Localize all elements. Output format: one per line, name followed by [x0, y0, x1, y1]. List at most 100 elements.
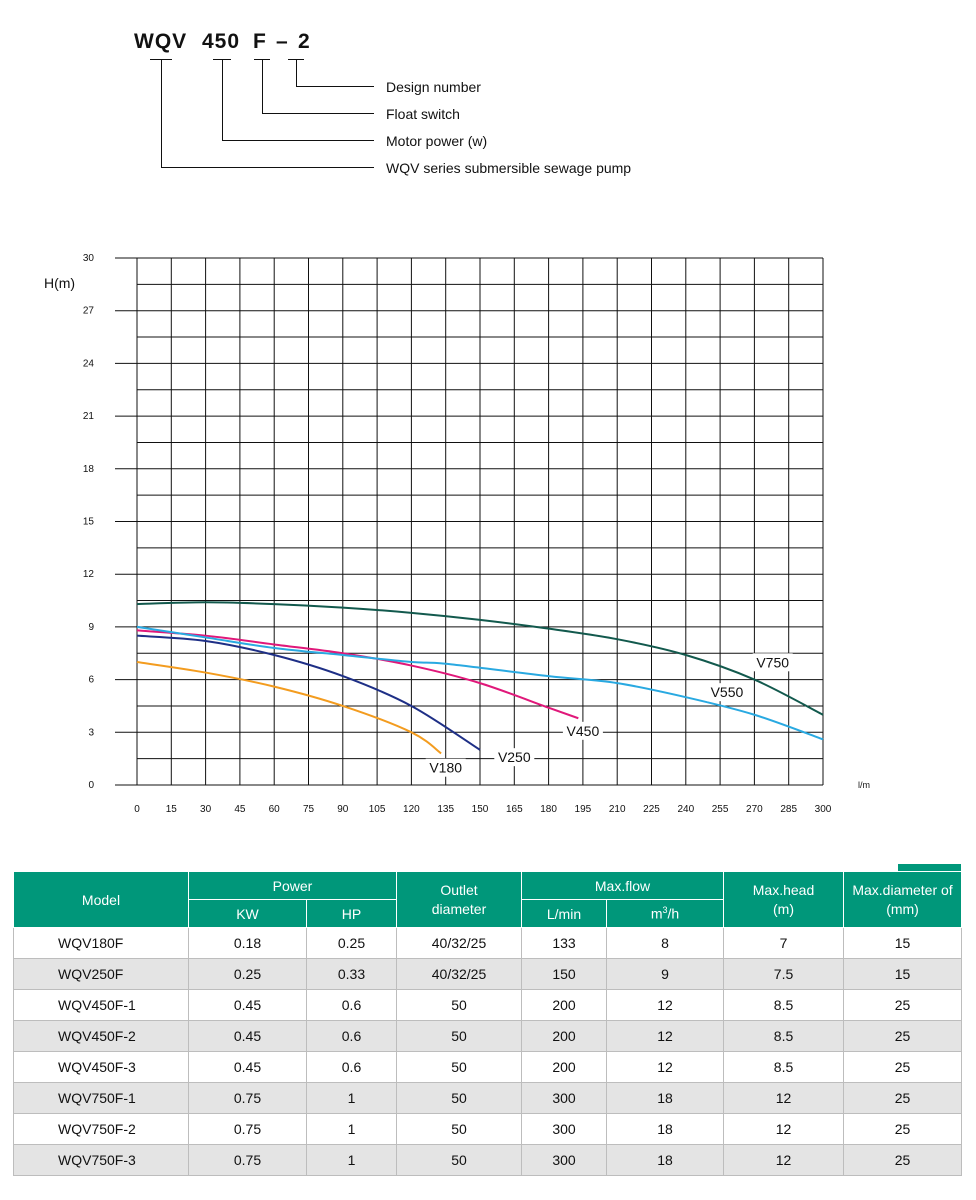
curve-v750	[136, 601, 824, 716]
table-cell: 18	[605, 1113, 725, 1145]
table-row: WQV180F 0.18 0.25 40/32/25 133 8 7 15	[13, 927, 963, 959]
header-maxhead-text: Max.head (m)	[752, 881, 815, 917]
header-m3h: m3/h	[605, 899, 725, 928]
code-power: 450	[202, 30, 241, 53]
x-tick-label: 165	[506, 804, 523, 815]
table-cell: 200	[521, 1051, 607, 1083]
table-cell: 7.5	[723, 958, 845, 990]
curve-label: V450	[567, 723, 600, 739]
table-cell: 0.75	[188, 1082, 307, 1114]
leader-float-h	[262, 113, 374, 114]
legend-design-number: Design number	[386, 79, 481, 95]
curve-label: V180	[429, 760, 462, 776]
x-tick-label: 285	[780, 804, 797, 815]
code-series: WQV	[134, 30, 188, 53]
code-design: 2	[298, 30, 311, 53]
leader-design-v	[296, 59, 297, 86]
x-tick-label: 135	[437, 804, 454, 815]
table-cell: 8.5	[723, 1051, 845, 1083]
code-float: F	[253, 30, 267, 53]
table-cell: 0.45	[188, 989, 307, 1021]
table-cell: 12	[605, 1051, 725, 1083]
x-tick-label: 45	[234, 804, 246, 815]
curve-v550	[136, 625, 824, 741]
table-cell: 50	[396, 1082, 522, 1114]
table-cell: 0.45	[188, 1020, 307, 1052]
curve-v450	[136, 629, 579, 720]
table-row: WQV450F-2 0.45 0.6 50 200 12 8.5 25	[13, 1020, 963, 1052]
y-tick-label: 0	[88, 780, 94, 791]
header-m3h-tail: /h	[667, 905, 680, 922]
x-tick-label: 255	[712, 804, 729, 815]
table-cell: 25	[843, 1144, 963, 1176]
x-tick-label: 60	[269, 804, 281, 815]
y-tick-label: 9	[88, 622, 94, 633]
table-cell: 8.5	[723, 989, 845, 1021]
table-row: WQV750F-1 0.75 1 50 300 18 12 25	[13, 1082, 963, 1114]
table-cell: WQV450F-3	[13, 1051, 189, 1083]
header-outlet: Outlet diameter	[396, 871, 522, 928]
table-cell: 50	[396, 1051, 522, 1083]
table-cell: 50	[396, 1113, 522, 1145]
y-tick-label: 15	[83, 517, 95, 528]
header-m3h-base: m	[650, 905, 663, 922]
table-cell: WQV750F-3	[13, 1144, 189, 1176]
header-maxdia-text: Max.diameter of (mm)	[852, 881, 953, 917]
header-lmin: L/min	[521, 899, 607, 928]
table-cell: 0.25	[306, 927, 397, 959]
table-cell: 8.5	[723, 1020, 845, 1052]
table-cell: 18	[605, 1082, 725, 1114]
table-cell: WQV450F-2	[13, 1020, 189, 1052]
y-tick-label: 21	[83, 411, 95, 422]
table-cell: 300	[521, 1144, 607, 1176]
header-m3h-sup: 3	[662, 905, 668, 916]
x-tick-label: 0	[134, 804, 140, 815]
table-cell: 8	[605, 927, 725, 959]
table-cell: 0.75	[188, 1144, 307, 1176]
header-kw: KW	[188, 899, 307, 928]
header-hp: HP	[306, 899, 397, 928]
curve-label-bg	[494, 748, 535, 767]
curve-label-bg	[706, 683, 747, 702]
header-maxflow: Max.flow	[520, 871, 725, 900]
table-row: WQV750F-3 0.75 1 50 300 18 12 25	[13, 1144, 963, 1176]
table-cell: 12	[605, 1020, 725, 1052]
table-tab-accent	[898, 864, 961, 872]
x-tick-label: 195	[575, 804, 592, 815]
table-cell: 12	[723, 1082, 845, 1114]
x-axis-label: l/m	[858, 780, 870, 790]
table-cell: 0.6	[306, 1020, 397, 1052]
table-cell: 0.6	[306, 1051, 397, 1083]
table-cell: 0.33	[306, 958, 397, 990]
leader-power-h	[222, 140, 374, 141]
legend-motor-power: Motor power (w)	[386, 133, 488, 149]
y-axis-label: H(m)	[44, 275, 75, 291]
table-cell: 15	[843, 958, 963, 990]
x-tick-label: 105	[369, 804, 386, 815]
table-cell: 1	[306, 1144, 397, 1176]
y-tick-label: 3	[88, 727, 94, 738]
table-cell: 7	[723, 927, 845, 959]
header-model: Model	[13, 871, 189, 928]
table-cell: WQV250F	[13, 958, 189, 990]
table-cell: 50	[396, 1144, 522, 1176]
table-cell: 150	[521, 958, 607, 990]
leader-design-h	[296, 86, 374, 87]
table-cell: 12	[605, 989, 725, 1021]
table-cell: 40/32/25	[396, 927, 522, 959]
table-cell: 0.18	[188, 927, 307, 959]
table-cell: 25	[843, 1113, 963, 1145]
table-cell: WQV750F-2	[13, 1113, 189, 1145]
table-cell: WQV750F-1	[13, 1082, 189, 1114]
curve-label-bg	[752, 653, 793, 672]
table-cell: 200	[521, 989, 607, 1021]
table-cell: 25	[843, 1020, 963, 1052]
table-cell: 12	[723, 1113, 845, 1145]
table-cell: 300	[521, 1082, 607, 1114]
y-ticks: 0 3 6 9 12 15 18 21 24 27 30	[83, 253, 95, 791]
y-tick-label: 6	[88, 675, 94, 686]
y-tick-label: 24	[83, 358, 95, 369]
leader-series-v	[161, 59, 162, 167]
table-cell: 40/32/25	[396, 958, 522, 990]
x-tick-label: 120	[403, 804, 420, 815]
